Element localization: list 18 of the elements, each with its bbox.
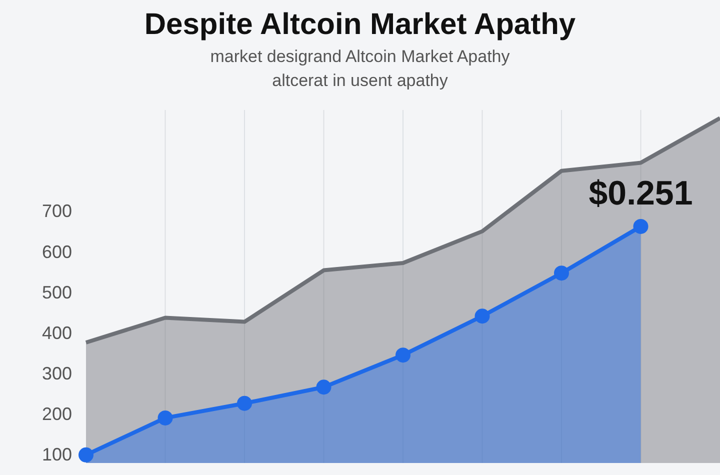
y-tick-label: 200 — [42, 404, 72, 424]
y-tick-label: 300 — [42, 363, 72, 384]
y-tick-label: 100 — [42, 444, 72, 465]
point — [316, 380, 332, 395]
y-tick-label: 500 — [42, 282, 72, 302]
point — [78, 447, 94, 462]
annotation: $0.251 — [588, 174, 693, 212]
point — [396, 348, 410, 363]
point — [158, 410, 173, 426]
chart-subtitle: market desigrand Altcoin Market Apathy altcerat in usent apathy — [210, 47, 510, 90]
chart-title: Despite Altcoin Market Apathy — [144, 8, 576, 41]
point — [237, 396, 252, 411]
y-tick-label: 400 — [42, 322, 72, 343]
point — [554, 266, 569, 281]
point — [633, 218, 648, 234]
y-tick-label: 600 — [42, 242, 72, 262]
point — [474, 308, 490, 324]
y-tick-label: 700 — [42, 201, 72, 222]
